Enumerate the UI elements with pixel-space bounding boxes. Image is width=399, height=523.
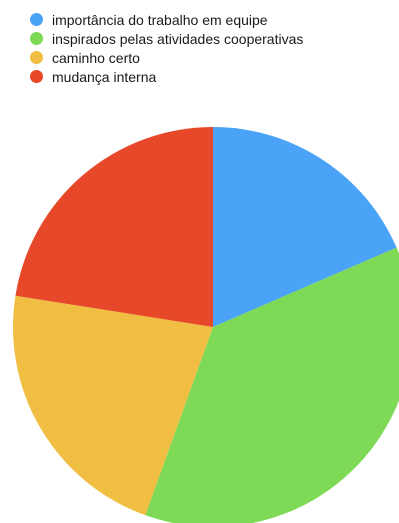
legend-swatch xyxy=(30,32,43,45)
legend-item: mudança interna xyxy=(30,67,303,86)
legend: importância do trabalho em equipe inspir… xyxy=(30,10,303,86)
pie-slice-2 xyxy=(145,247,399,523)
legend-item: importância do trabalho em equipe xyxy=(30,10,303,29)
legend-swatch xyxy=(30,13,43,26)
legend-label: caminho certo xyxy=(52,49,140,66)
legend-swatch xyxy=(30,51,43,64)
pie-slice-1 xyxy=(213,127,397,327)
legend-label: importância do trabalho em equipe xyxy=(52,11,268,28)
legend-swatch xyxy=(30,70,43,83)
pie-slice-3 xyxy=(12,295,213,516)
legend-item: inspirados pelas atividades cooperativas xyxy=(30,29,303,48)
legend-label: mudança interna xyxy=(52,68,157,85)
legend-label: inspirados pelas atividades cooperativas xyxy=(52,30,304,47)
legend-item: caminho certo xyxy=(30,48,303,67)
pie-slice-4 xyxy=(15,127,213,327)
